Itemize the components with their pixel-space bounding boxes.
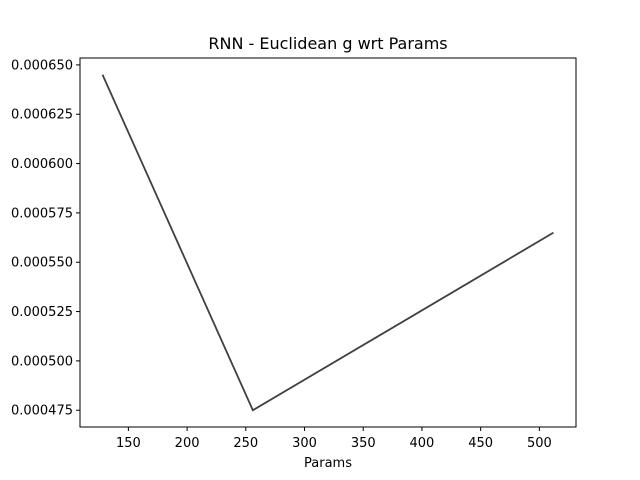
x-axis-label: Params xyxy=(304,456,352,471)
series-line xyxy=(101,74,554,412)
y-tick-label: 0.000475 xyxy=(11,404,73,419)
y-tick-label: 0.000550 xyxy=(11,256,73,271)
y-tick-label: 0.000500 xyxy=(11,354,73,369)
x-tick-label: 450 xyxy=(468,436,493,451)
y-tick-label: 0.000575 xyxy=(11,206,73,221)
x-tick-label: 250 xyxy=(233,436,258,451)
x-tick-label: 350 xyxy=(351,436,376,451)
y-tick-label: 0.000650 xyxy=(11,58,73,73)
y-tick-label: 0.000600 xyxy=(11,157,73,172)
x-tick-label: 500 xyxy=(527,436,552,451)
x-tick-label: 300 xyxy=(292,436,317,451)
series-layer xyxy=(101,74,554,412)
plot-area xyxy=(79,57,577,428)
x-tick-label: 150 xyxy=(116,436,141,451)
y-axis: 0.000475 0.000500 0.000525 0.000550 0.000575… xyxy=(11,58,80,419)
x-axis: 150 200 250 300 350 400 450 500 xyxy=(116,427,552,451)
x-tick-label: 400 xyxy=(410,436,435,451)
chart-title: RNN - Euclidean g wrt Params xyxy=(208,34,447,53)
y-tick-label: 0.000525 xyxy=(11,305,73,320)
y-tick-label: 0.000625 xyxy=(11,108,73,123)
x-tick-label: 200 xyxy=(175,436,200,451)
